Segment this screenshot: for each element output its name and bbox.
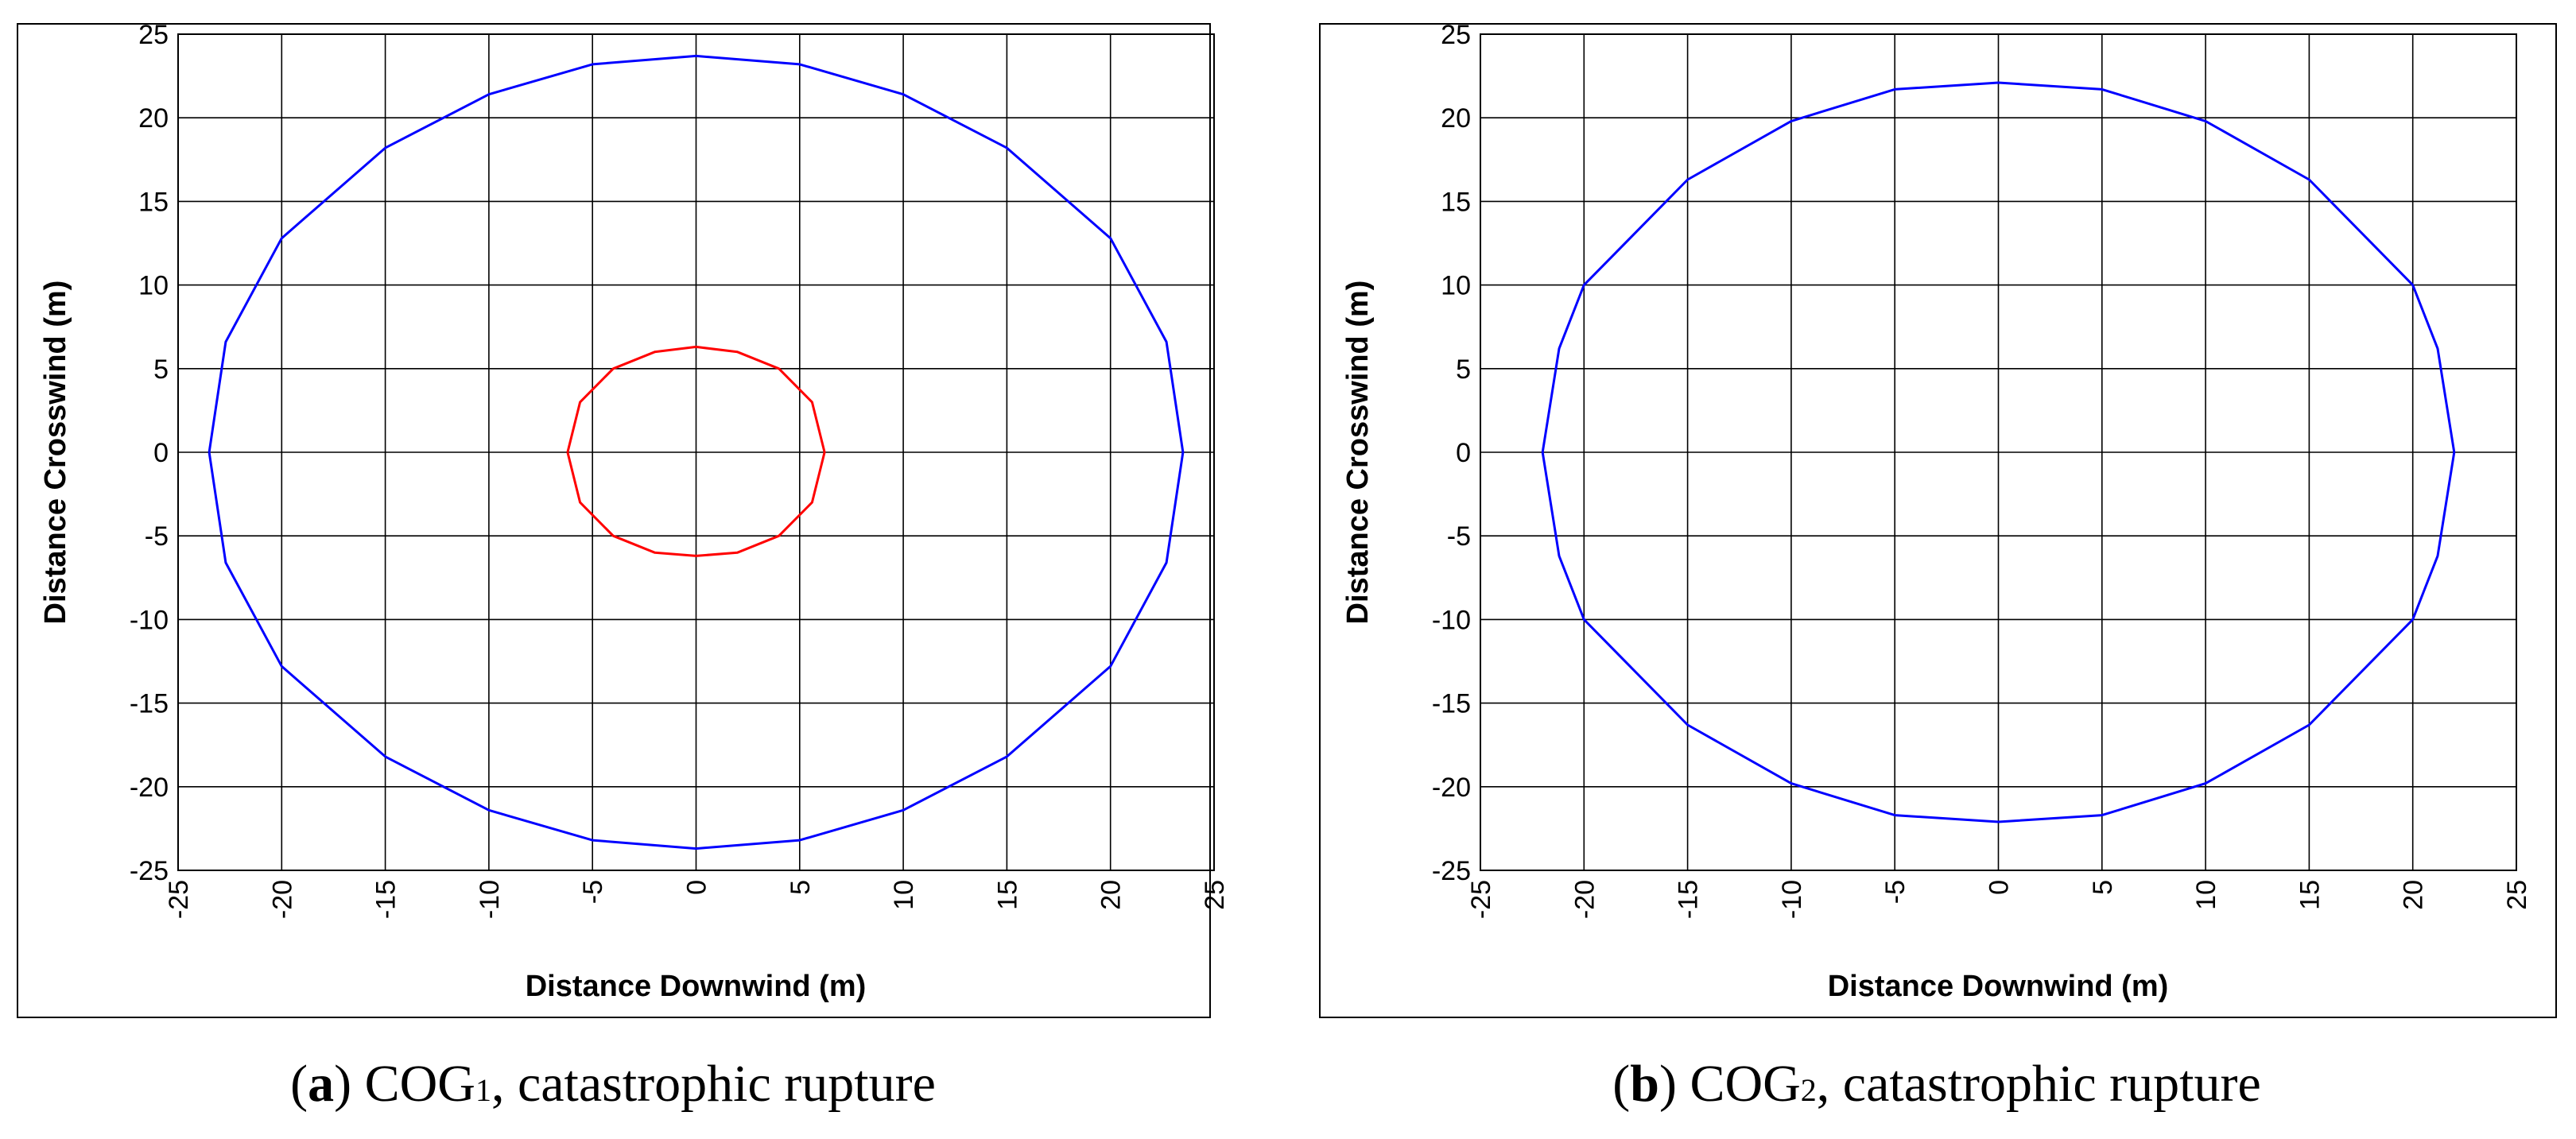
y-tick-label: -20 [130, 773, 169, 803]
series-line-1 [1541, 81, 2456, 823]
y-tick-label: 20 [1441, 103, 1471, 134]
y-tick-label: 25 [138, 20, 169, 50]
y-tick-label: 15 [1441, 187, 1471, 217]
caption-b-sub: 2 [1801, 1072, 1817, 1108]
y-tick-label: 0 [153, 438, 169, 468]
caption-a-rest: , catastrophic rupture [491, 1055, 936, 1113]
x-tick-label: -15 [371, 880, 402, 919]
y-tick-label: 10 [138, 271, 169, 301]
y-tick-label: -10 [130, 605, 169, 635]
caption-b-main: COG [1690, 1055, 1800, 1113]
y-tick-label: -25 [130, 856, 169, 886]
x-tick-label: -25 [164, 880, 194, 919]
x-tick-label: 10 [889, 880, 919, 910]
caption-a-label: a [308, 1055, 334, 1113]
x-tick-label: 25 [1200, 880, 1230, 910]
y-tick-label: 0 [1456, 438, 1471, 468]
x-tick-label: 0 [682, 880, 712, 895]
panel-a-series [208, 54, 1185, 850]
panel-b-y-ticks: 25 20 15 10 5 0 -5 -10 -15 -20 -25 [1432, 20, 1471, 886]
y-tick-label: 10 [1441, 271, 1471, 301]
panel-b-series [1541, 81, 2456, 823]
y-tick-label: 25 [1441, 20, 1471, 50]
panel-b-frame [1319, 23, 2557, 1018]
x-tick-label: -10 [475, 880, 505, 919]
y-tick-label: 5 [153, 354, 169, 385]
caption-a-main: COG [365, 1055, 475, 1113]
x-tick-label: -5 [1880, 880, 1911, 904]
y-tick-label: -15 [130, 689, 169, 719]
x-tick-label: 5 [2088, 880, 2118, 895]
y-tick-label: -10 [1432, 605, 1471, 635]
panel-a-plot-area [177, 33, 1215, 871]
panel-b: 25 20 15 10 5 0 -5 -10 -15 -20 -25 -25 -20 -15 -10 -5 0… [1319, 20, 2557, 1018]
x-tick-label: 20 [1096, 880, 1127, 910]
panel-b-ylabel: Distance Crosswind (m) [1341, 281, 1375, 625]
y-tick-label: 15 [138, 187, 169, 217]
series-line-1 [208, 54, 1185, 850]
y-tick-label: -5 [145, 521, 169, 552]
panel-a-y-ticks: 25 20 15 10 5 0 -5 -10 -15 -20 -25 [130, 20, 169, 886]
x-tick-label: 25 [2502, 880, 2532, 910]
caption-b-label: b [1630, 1055, 1659, 1113]
x-tick-label: 5 [786, 880, 816, 895]
y-tick-label: -5 [1447, 521, 1471, 552]
panel-a-frame [17, 23, 1211, 1018]
x-tick-label: 10 [2191, 880, 2221, 910]
caption-a-sub: 1 [475, 1072, 491, 1108]
y-tick-label: -25 [1432, 856, 1471, 886]
y-tick-label: -15 [1432, 689, 1471, 719]
x-tick-label: -25 [1466, 880, 1496, 919]
caption-a: (a) COG1, catastrophic rupture [290, 1055, 936, 1113]
x-tick-label: 0 [1984, 880, 2015, 895]
x-tick-label: -20 [267, 880, 297, 919]
x-tick-label: -20 [1569, 880, 1600, 919]
series-line-2 [566, 345, 826, 557]
y-tick-label: -20 [1432, 773, 1471, 803]
panel-b-grid [1480, 33, 2517, 871]
panel-a-xlabel: Distance Downwind (m) [526, 970, 867, 1003]
x-tick-label: 15 [2295, 880, 2325, 910]
x-tick-label: -15 [1674, 880, 1704, 919]
panel-a-x-ticks: -25 -20 -15 -10 -5 0 5 10 15 20 25 [164, 880, 1230, 919]
x-tick-label: -10 [1777, 880, 1807, 919]
y-tick-label: 5 [1456, 354, 1471, 385]
x-tick-label: 15 [992, 880, 1022, 910]
y-tick-label: 20 [138, 103, 169, 134]
panel-a-ylabel: Distance Crosswind (m) [39, 281, 72, 625]
caption-b-rest: , catastrophic rupture [1817, 1055, 2261, 1113]
panel-a: 25 20 15 10 5 0 -5 -10 -15 -20 -25 -25 -20 -15 -10 -5 0… [17, 20, 1230, 1018]
panel-b-x-ticks: -25 -20 -15 -10 -5 0 5 10 15 20 25 [1466, 880, 2532, 919]
caption-b: (b) COG2, catastrophic rupture [1612, 1055, 2260, 1113]
x-tick-label: 20 [2399, 880, 2429, 910]
panel-b-xlabel: Distance Downwind (m) [1828, 970, 2169, 1003]
x-tick-label: -5 [578, 880, 608, 904]
panel-b-plot-area [1480, 33, 2517, 871]
